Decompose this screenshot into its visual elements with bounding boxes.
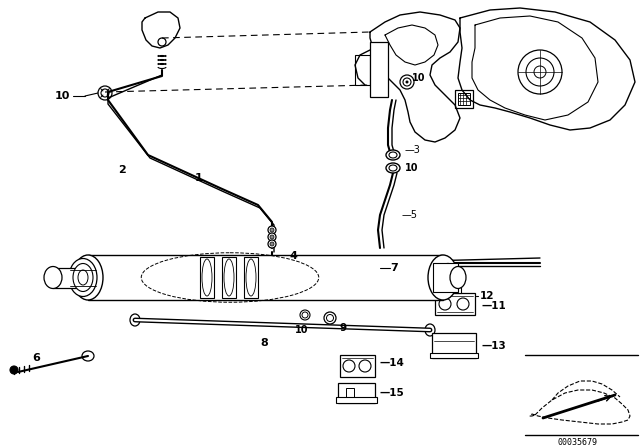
Circle shape bbox=[10, 366, 18, 374]
Bar bbox=[455, 90, 473, 108]
Text: 4: 4 bbox=[290, 251, 298, 261]
Ellipse shape bbox=[98, 86, 112, 100]
Text: 1: 1 bbox=[195, 173, 203, 183]
Ellipse shape bbox=[326, 314, 333, 322]
Bar bbox=[433, 263, 458, 292]
Text: 7: 7 bbox=[390, 263, 397, 273]
Bar bbox=[340, 355, 375, 377]
Text: 10: 10 bbox=[295, 325, 308, 335]
Text: 10: 10 bbox=[405, 163, 419, 173]
Bar bbox=[88, 255, 443, 300]
Circle shape bbox=[268, 240, 276, 248]
Bar bbox=[346, 388, 354, 397]
Bar bbox=[430, 353, 478, 358]
Ellipse shape bbox=[101, 89, 109, 97]
Circle shape bbox=[270, 228, 274, 232]
Text: —14: —14 bbox=[380, 358, 405, 368]
Circle shape bbox=[534, 66, 546, 78]
Ellipse shape bbox=[389, 165, 397, 171]
Circle shape bbox=[400, 75, 414, 89]
Ellipse shape bbox=[389, 152, 397, 158]
Text: —3: —3 bbox=[405, 145, 421, 155]
Ellipse shape bbox=[302, 312, 308, 318]
Bar bbox=[432, 333, 476, 358]
Ellipse shape bbox=[82, 351, 94, 361]
Ellipse shape bbox=[78, 270, 88, 285]
Ellipse shape bbox=[44, 267, 62, 289]
Text: 2: 2 bbox=[118, 165, 125, 175]
Text: 9: 9 bbox=[340, 323, 347, 333]
Ellipse shape bbox=[386, 150, 400, 160]
Ellipse shape bbox=[300, 310, 310, 320]
Ellipse shape bbox=[130, 314, 140, 326]
Text: 12: 12 bbox=[480, 291, 495, 301]
Circle shape bbox=[403, 78, 411, 86]
Bar bbox=[244, 257, 258, 298]
Bar bbox=[435, 293, 475, 315]
Ellipse shape bbox=[69, 258, 97, 297]
Bar bbox=[53, 267, 83, 288]
Bar bbox=[355, 55, 370, 85]
Ellipse shape bbox=[450, 267, 466, 289]
Text: 6: 6 bbox=[32, 353, 40, 363]
Text: 8: 8 bbox=[260, 338, 268, 348]
Bar bbox=[338, 383, 375, 403]
Circle shape bbox=[268, 226, 276, 234]
Bar bbox=[222, 257, 236, 298]
Text: 00035679: 00035679 bbox=[558, 438, 598, 447]
Text: —13: —13 bbox=[482, 341, 507, 351]
Text: —11: —11 bbox=[482, 301, 507, 311]
Ellipse shape bbox=[425, 324, 435, 336]
Circle shape bbox=[268, 233, 276, 241]
Circle shape bbox=[406, 81, 408, 83]
Ellipse shape bbox=[438, 263, 458, 292]
Ellipse shape bbox=[73, 263, 93, 292]
Circle shape bbox=[270, 235, 274, 239]
Bar bbox=[458, 93, 470, 105]
Text: —5: —5 bbox=[402, 210, 418, 220]
Text: 10: 10 bbox=[412, 73, 426, 83]
Ellipse shape bbox=[73, 255, 103, 300]
Text: 10: 10 bbox=[55, 91, 70, 101]
Ellipse shape bbox=[428, 255, 458, 300]
Circle shape bbox=[270, 242, 274, 246]
Bar bbox=[370, 42, 388, 97]
Ellipse shape bbox=[324, 312, 336, 324]
Text: —15: —15 bbox=[380, 388, 404, 398]
Bar bbox=[336, 397, 377, 403]
Bar bbox=[449, 287, 461, 293]
Bar bbox=[200, 257, 214, 298]
Ellipse shape bbox=[386, 163, 400, 173]
